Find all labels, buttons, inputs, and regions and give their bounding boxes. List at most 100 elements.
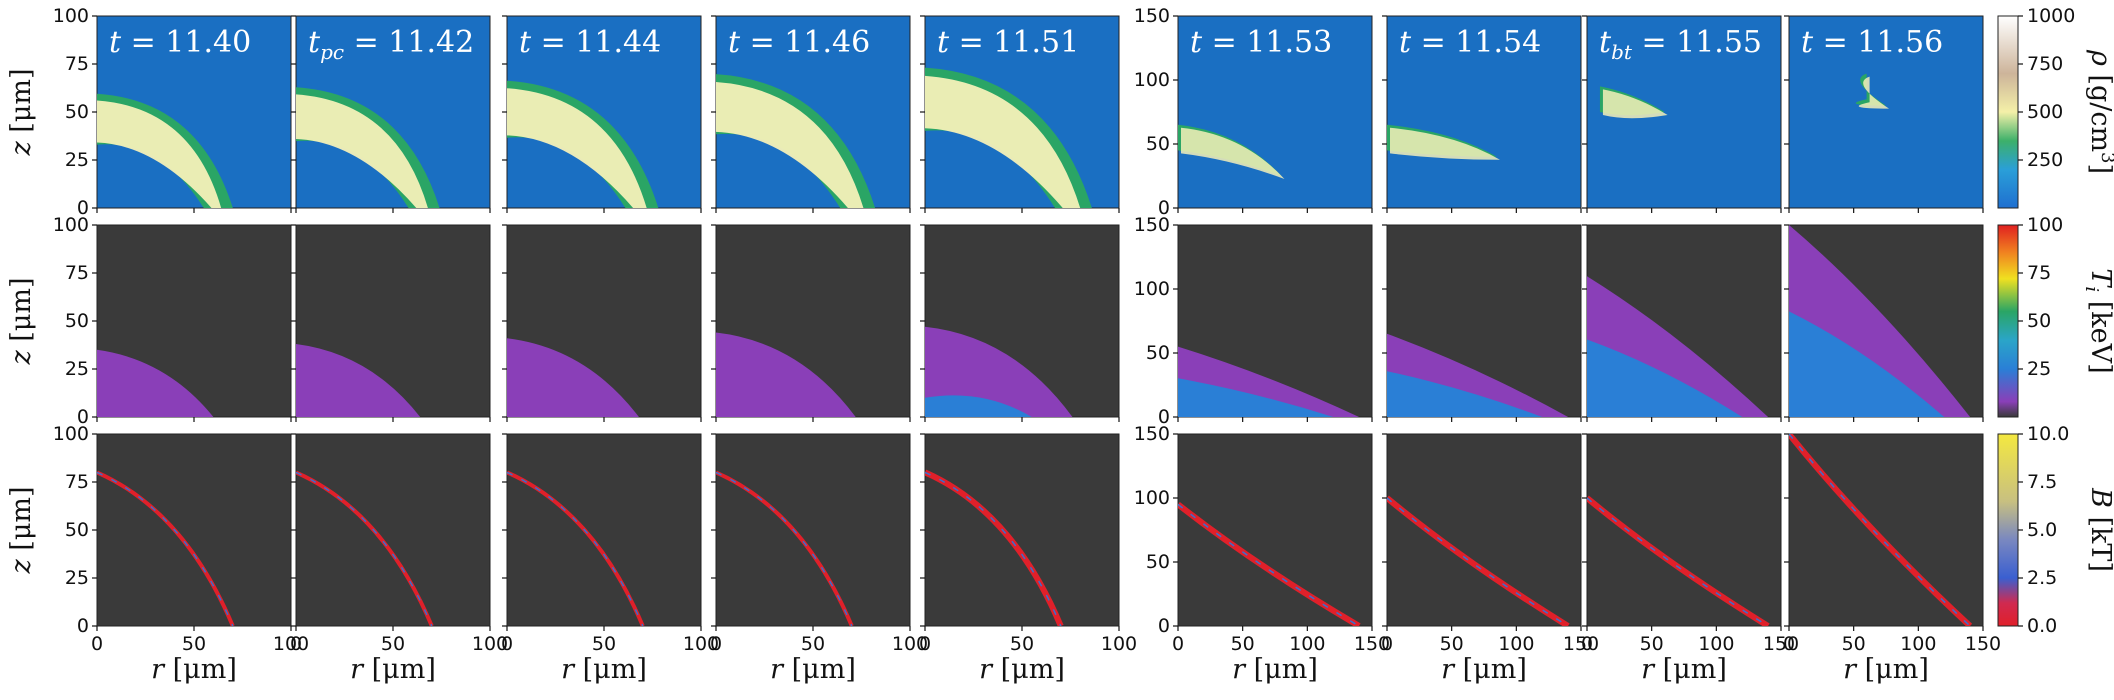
panel-r1-c3: t = 11.44 [502,15,702,213]
y-axis-label: z [μm] [6,486,37,574]
magnetic-field-core [925,471,1062,626]
density-shell-core [1858,76,1889,109]
x-tick-label: 0 [91,633,103,655]
x-axis-label: r [μm] [1843,654,1929,685]
time-label: t = 11.46 [728,25,870,60]
y-tick-label: 0 [1158,197,1170,219]
magnetic-field-core [1789,434,1971,626]
x-tick-label: 50 [1231,633,1255,655]
x-tick-label: 0 [1172,633,1184,655]
panel-background [1177,433,1373,627]
y-tick-label: 100 [1134,487,1170,509]
colorbar-tick-label: 2.5 [2027,567,2057,589]
colorbar-label: B [kT] [2085,487,2114,572]
x-axis-label: r [μm] [1232,654,1318,685]
y-tick-label: 0 [77,406,89,428]
density-shell-core [1602,89,1668,119]
time-label: tpc = 11.42 [308,25,474,64]
panel-r3-c9: 0 50 100 150 r [μm] [1783,433,2001,685]
magnetic-field-core [1587,497,1769,626]
y-tick-label: 100 [1134,69,1170,91]
x-tick-label: 150 [1965,633,2001,655]
time-label: t = 11.51 [937,25,1079,60]
panel-background [715,433,911,627]
colorbar-tick-label: 1000 [2027,5,2075,27]
colorbar-tick-label: 250 [2027,149,2063,171]
y-tick-label: 25 [65,358,89,380]
panel-r2-c2 [291,224,491,422]
density-shell-edge [1855,73,1886,106]
panel-r3-c3: 0 50 100 r [μm] [501,433,719,685]
colorbar-gradient [1997,433,2019,627]
panel-r2-c8 [1582,224,1782,422]
x-axis-label: r [μm] [979,654,1065,685]
y-tick-label: 100 [53,5,89,27]
panel-r2-c9 [1784,224,1984,422]
panel-background [924,433,1120,627]
x-tick-label: 50 [1842,633,1866,655]
x-tick-label: 100 [683,633,719,655]
x-tick-label: 100 [1900,633,1936,655]
panel-background [1788,433,1984,627]
colorbar-label: ρ [g/cm3] [2085,49,2114,174]
panel-background [1386,15,1582,209]
ion-temperature-hot-core [1387,371,1543,417]
density-shell-core [97,100,222,208]
density-shell-core [716,82,864,208]
x-tick-label: 50 [1640,633,1664,655]
x-tick-label: 0 [919,633,931,655]
colorbar-tick-label: 50 [2027,310,2051,332]
x-tick-label: 150 [1354,633,1390,655]
panel-background [1788,15,1984,209]
panel-r1-c5: t = 11.51 [920,15,1120,213]
panel-background [506,433,702,627]
time-label: t = 11.53 [1190,25,1332,60]
ion-temperature-hot-core [925,395,1032,417]
x-tick-label: 50 [801,633,825,655]
y-tick-label: 75 [65,53,89,75]
x-tick-label: 100 [273,633,309,655]
x-tick-label: 150 [1763,633,1799,655]
y-tick-label: 75 [65,262,89,284]
x-tick-label: 0 [1783,633,1795,655]
y-tick-label: 25 [65,149,89,171]
colorbar-tick-label: 5.0 [2027,519,2057,541]
panel-r1-c1: 0 25 50 75 100 t = 11.40 [53,5,292,219]
density-shell-core [296,94,428,208]
panel-r1-c7: t = 11.54 [1382,15,1582,213]
y-tick-label: 150 [1134,423,1170,445]
y-tick-label: 150 [1134,214,1170,236]
colorbar-tick-label: 500 [2027,101,2063,123]
time-label: t = 11.44 [519,25,661,60]
magnetic-field-core [507,471,644,626]
panel-r2-c7 [1382,224,1582,422]
panel-r1-c8: tbt = 11.55 [1582,15,1782,213]
panel-r1-c6: 0 50 100 150 t = 11.53 [1134,5,1373,219]
x-tick-label: 100 [1289,633,1325,655]
y-tick-label: 75 [65,471,89,493]
x-tick-label: 50 [381,633,405,655]
ion-temperature-region [716,332,856,417]
panel-r1-c2: tpc = 11.42 [291,15,491,213]
panel-background [1386,433,1582,627]
panel-r3-c5: 0 50 100 r [μm] [919,433,1137,685]
x-tick-label: 50 [592,633,616,655]
y-tick-label: 50 [65,519,89,541]
time-label: t = 11.40 [109,25,251,60]
magnetic-field-core [716,471,853,626]
colorbar-tick-label: 7.5 [2027,471,2057,493]
y-tick-label: 0 [1158,615,1170,637]
colorbar-tick-label: 25 [2027,358,2051,380]
x-axis-label: r [μm] [151,654,237,685]
panel-r1-c4: t = 11.46 [711,15,911,213]
colorbar-tick-label: 0.0 [2027,615,2057,637]
x-tick-label: 100 [892,633,928,655]
y-tick-label: 50 [65,310,89,332]
panel-r3-c7: 0 50 100 150 r [μm] [1381,433,1599,685]
colorbar-1: 250 500 750 1000 ρ [g/cm3] [1997,5,2114,209]
panel-r2-c6: 0 50 100 150 [1134,214,1373,428]
x-axis-label: r [μm] [350,654,436,685]
y-tick-label: 25 [65,567,89,589]
